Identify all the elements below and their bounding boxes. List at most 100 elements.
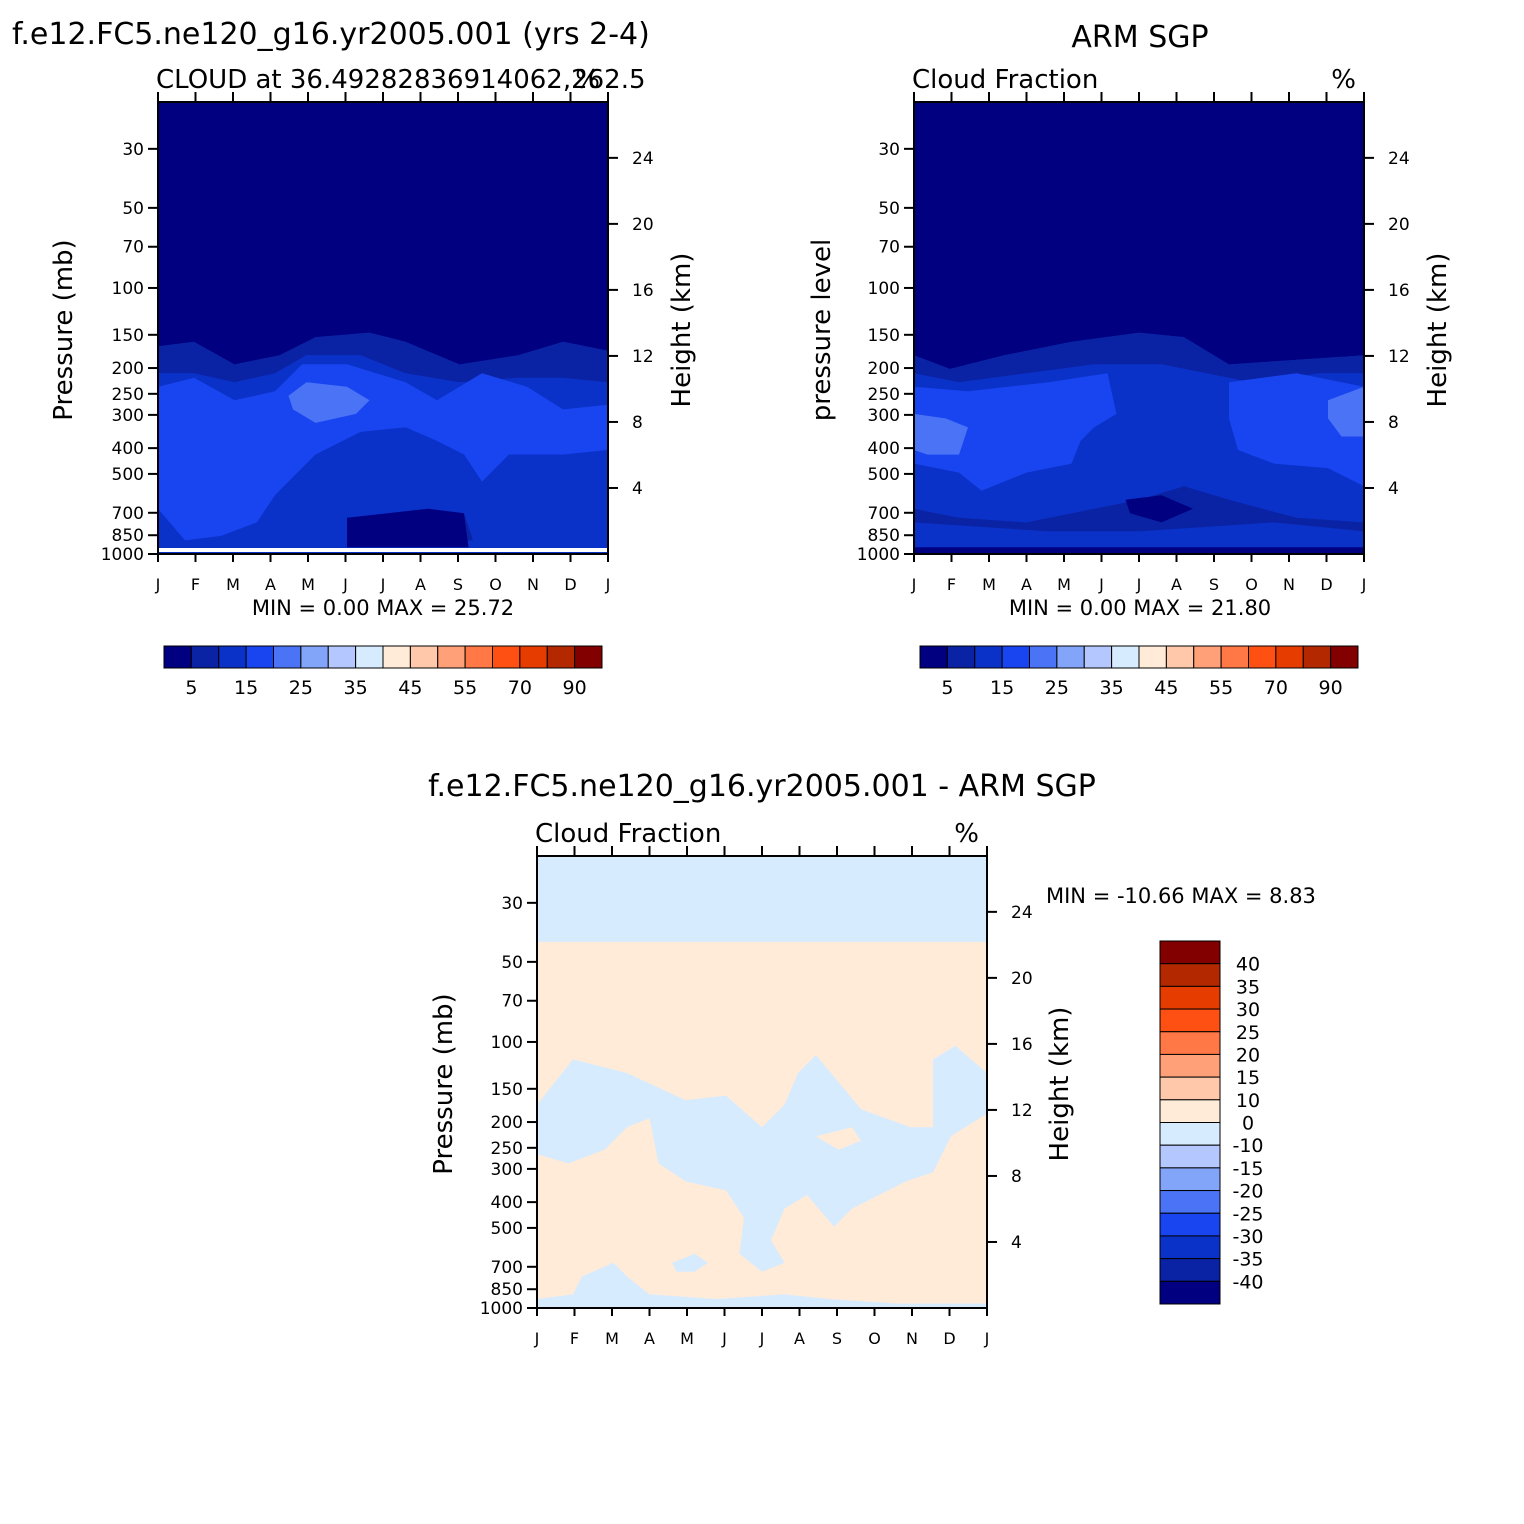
model-colorbar-box bbox=[300, 645, 329, 669]
model-level-0-5-top bbox=[158, 102, 608, 365]
obs-p-tick-label: 300 bbox=[868, 406, 900, 426]
diff-p-tick-label: 500 bbox=[491, 1219, 523, 1239]
diff-p-tick-label: 70 bbox=[501, 992, 523, 1012]
obs-colorbar-box bbox=[1330, 645, 1359, 669]
diff-negative-pocket bbox=[816, 1127, 861, 1150]
obs-colorbar-box bbox=[1138, 645, 1167, 669]
obs-x-tick-label: A bbox=[1021, 575, 1032, 594]
model-p-tick-label: 850 bbox=[112, 526, 144, 546]
obs-p-tick-label: 700 bbox=[868, 504, 900, 524]
diff-x-tick-label: M bbox=[680, 1329, 694, 1348]
diff-x-tick-label: N bbox=[906, 1329, 918, 1348]
diff-colorbar-box bbox=[1159, 1122, 1221, 1146]
model-colorbar-box bbox=[218, 645, 247, 669]
obs-colorbar-box bbox=[946, 645, 976, 669]
diff-colorbar-box bbox=[1159, 1258, 1221, 1282]
model-p-tick-label: 200 bbox=[112, 359, 144, 379]
model-subtitle-right: % bbox=[575, 65, 600, 95]
obs-colorbar-box bbox=[1165, 645, 1195, 669]
model-x-tick-label: J bbox=[342, 575, 348, 594]
diff-colorbar-box bbox=[1159, 963, 1221, 987]
diff-x-tick-label: O bbox=[868, 1329, 881, 1348]
diff-colorbar-label: 15 bbox=[1236, 1067, 1260, 1089]
diff-x-tick-label: M bbox=[605, 1329, 619, 1348]
model-x-tick-label: D bbox=[564, 575, 576, 594]
obs-level-20-25-right bbox=[1328, 386, 1364, 437]
diff-colorbar-label: 25 bbox=[1236, 1022, 1260, 1044]
diff-p-tick-label: 1000 bbox=[480, 1299, 523, 1319]
obs-x-tick-label: N bbox=[1283, 575, 1295, 594]
model-p-tick-label: 150 bbox=[112, 326, 144, 346]
obs-h-tick-label: 20 bbox=[1388, 215, 1410, 235]
model-colorbar-box bbox=[245, 645, 274, 669]
model-x-tick-label: A bbox=[415, 575, 426, 594]
obs-h-tick-label: 12 bbox=[1388, 347, 1410, 367]
model-x-tick-label: J bbox=[155, 575, 161, 594]
diff-colorbar-box bbox=[1159, 1099, 1221, 1123]
obs-min-max: MIN = 0.00 MAX = 21.80 bbox=[1009, 596, 1271, 620]
model-p-tick-label: 30 bbox=[122, 140, 144, 160]
diff-title: f.e12.FC5.ne120_g16.yr2005.001 - ARM SGP bbox=[428, 769, 1096, 804]
obs-p-tick-label: 500 bbox=[868, 465, 900, 485]
obs-h-tick-label: 8 bbox=[1388, 413, 1399, 433]
diff-subtitle-left: Cloud Fraction bbox=[535, 819, 721, 849]
obs-colorbar-label: 25 bbox=[1045, 677, 1069, 699]
obs-colorbar-label: 35 bbox=[1100, 677, 1124, 699]
model-colorbar-label: 15 bbox=[234, 677, 258, 699]
obs-colorbar-box bbox=[1056, 645, 1085, 669]
diff-positive-main bbox=[537, 1045, 987, 1272]
obs-level-10-15-strip bbox=[914, 522, 1364, 554]
obs-p-tick-label: 1000 bbox=[857, 545, 900, 565]
obs-ylabel: pressure level bbox=[807, 239, 837, 421]
model-h-tick-label: 12 bbox=[632, 347, 654, 367]
model-ylabel-right: Height (km) bbox=[667, 253, 697, 408]
diff-subtitle-right: % bbox=[954, 819, 979, 849]
obs-x-tick-label: J bbox=[1361, 575, 1367, 594]
obs-p-tick-label: 30 bbox=[878, 140, 900, 160]
obs-x-tick-label: S bbox=[1209, 575, 1219, 594]
diff-colorbar-box bbox=[1159, 985, 1221, 1010]
obs-p-tick-label: 200 bbox=[868, 359, 900, 379]
model-colorbar-box bbox=[382, 645, 411, 669]
diff-colorbar-label: 10 bbox=[1236, 1090, 1260, 1112]
diff-h-tick-label: 16 bbox=[1011, 1035, 1033, 1055]
diff-colorbar-box bbox=[1159, 1280, 1221, 1305]
model-colorbar-label: 90 bbox=[563, 677, 587, 699]
model-x-tick-label: O bbox=[489, 575, 502, 594]
obs-level-15-20 bbox=[914, 373, 1117, 491]
model-colorbar-label: 70 bbox=[508, 677, 532, 699]
obs-x-tick-label: A bbox=[1171, 575, 1182, 594]
diff-negative-mid bbox=[537, 941, 987, 1304]
model-colorbar-label: 55 bbox=[453, 677, 477, 699]
model-x-tick-label: M bbox=[301, 575, 315, 594]
obs-colorbar-box bbox=[1302, 645, 1332, 669]
diff-p-tick-label: 250 bbox=[491, 1139, 523, 1159]
obs-colorbar-box bbox=[1083, 645, 1113, 669]
diff-colorbar-box bbox=[1159, 1076, 1221, 1101]
obs-p-tick-label: 100 bbox=[868, 279, 900, 299]
model-ylabel: Pressure (mb) bbox=[49, 239, 79, 420]
obs-p-tick-label: 850 bbox=[868, 526, 900, 546]
model-p-tick-label: 250 bbox=[112, 385, 144, 405]
obs-h-tick-label: 4 bbox=[1388, 479, 1399, 499]
diff-p-tick-label: 850 bbox=[491, 1280, 523, 1300]
model-level-10-15-inner bbox=[248, 427, 608, 554]
diff-x-tick-label: F bbox=[570, 1329, 579, 1348]
obs-level-20-25 bbox=[914, 413, 968, 455]
diff-colorbar-label: 20 bbox=[1236, 1044, 1260, 1066]
obs-h-tick-label: 16 bbox=[1388, 281, 1410, 301]
diff-x-tick-label: S bbox=[832, 1329, 842, 1348]
model-colorbar-box bbox=[327, 645, 357, 669]
model-colorbar-box bbox=[464, 645, 493, 669]
diff-colorbar-box bbox=[1159, 940, 1221, 965]
obs-p-tick-label: 50 bbox=[878, 199, 900, 219]
diff-p-tick-label: 100 bbox=[491, 1033, 523, 1053]
model-p-tick-label: 70 bbox=[122, 238, 144, 258]
model-surface-gap bbox=[158, 548, 608, 552]
obs-x-tick-label: D bbox=[1320, 575, 1332, 594]
model-p-tick-label: 400 bbox=[112, 439, 144, 459]
model-h-tick-label: 16 bbox=[632, 281, 654, 301]
model-colorbar-box bbox=[492, 645, 521, 669]
diff-h-tick-label: 8 bbox=[1011, 1167, 1022, 1187]
